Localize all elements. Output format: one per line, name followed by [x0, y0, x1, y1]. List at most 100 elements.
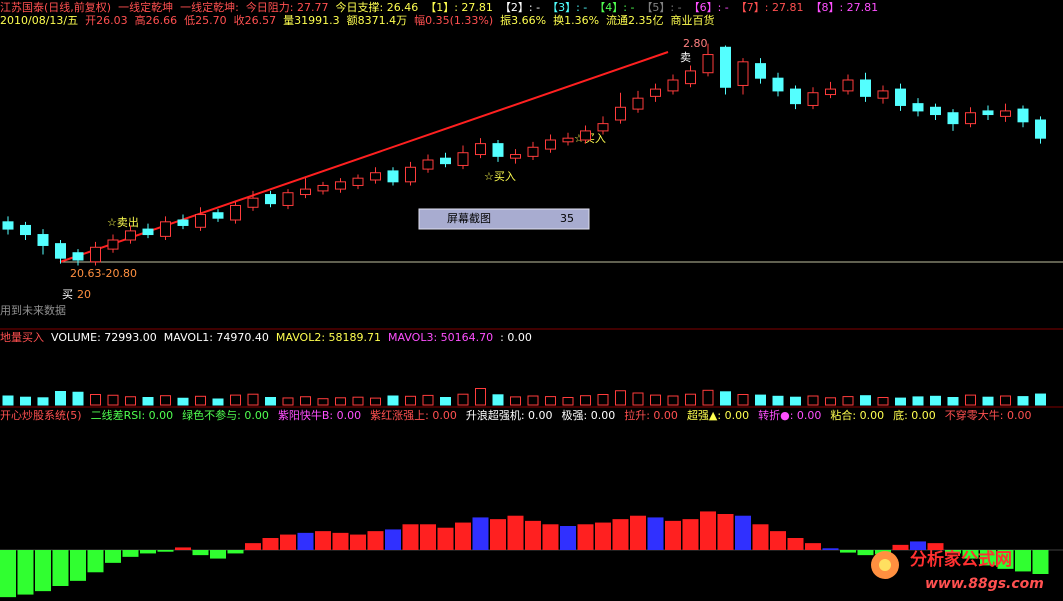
volume-bar [1017, 396, 1029, 406]
indicator-bar [280, 534, 296, 550]
volume-bar [615, 390, 626, 406]
volume-bar [685, 393, 696, 406]
indicator-bar [822, 548, 839, 550]
indicator-bar [402, 524, 419, 550]
candle-body [615, 106, 626, 121]
indicator-bar [630, 515, 646, 550]
candle-body [755, 63, 766, 79]
volume-bar [160, 395, 171, 406]
indicator-bar [262, 538, 279, 550]
volume-bar [860, 395, 871, 406]
formula-name: 一线定乾坤 [118, 1, 174, 14]
ind-item: 超强▲: 0.00 [686, 409, 750, 422]
volume-header: 地量买入 VOLUME: 72993.00 MAVOL1: 74970.40 M… [0, 331, 532, 345]
candle-body [580, 130, 591, 141]
indicator-bar [560, 526, 576, 550]
indicator-bar [245, 543, 261, 550]
volume-bar [265, 397, 276, 406]
indicator-bar [455, 522, 471, 550]
indicator-bar [297, 532, 314, 550]
volume-bar [737, 394, 749, 406]
signal-label: ☆卖出 [107, 215, 139, 229]
volume-bar [562, 397, 574, 406]
candle-body [702, 54, 714, 74]
volume-bar [580, 395, 591, 406]
candle-body [282, 192, 294, 206]
ind-item: 二线差RSI: 0.00 [90, 409, 174, 422]
candle-body [405, 166, 416, 183]
candle-body [72, 252, 84, 261]
volume-bar [107, 394, 119, 406]
indicator-bar [1015, 550, 1031, 572]
volume-bar [772, 395, 784, 406]
ind-item: 紫红涨强上: 0.00 [370, 409, 457, 422]
candle-body [667, 79, 679, 92]
indicator-bar [665, 520, 681, 550]
indicator-bar [612, 519, 629, 550]
volume-bar [142, 397, 154, 406]
candle-body [195, 214, 206, 228]
level: 【2】: - [499, 1, 541, 14]
candle-body [597, 123, 609, 132]
indicator-bar [525, 520, 541, 550]
candle-body [737, 61, 749, 86]
indicator-bar [805, 543, 821, 550]
candle-body [37, 234, 49, 246]
turnover: 换1.36% [553, 14, 600, 27]
vol-value: VOLUME: 72993.00 [51, 331, 157, 344]
candle-body [230, 204, 241, 221]
ind-item: 紫阳快牛B: 0.00 [277, 409, 362, 422]
volume-bar [842, 396, 854, 406]
candle-body [650, 88, 661, 97]
candle-body [825, 88, 836, 96]
volume-bar [545, 396, 556, 406]
level: 【8】: 27.81 [810, 1, 879, 14]
indicator-bar [875, 550, 891, 555]
candle-body [352, 177, 364, 186]
logo [871, 551, 899, 579]
volume-bar [895, 397, 906, 406]
volume-bar [492, 394, 504, 406]
close: 收26.57 [233, 14, 277, 27]
indicator-header: 开心炒股系统(5) 二线差RSI: 0.00 绿色不参与: 0.00 紫阳快牛B… [0, 409, 1032, 423]
resistance: 今日阻力: 27.77 [245, 1, 329, 14]
candle-body [685, 70, 696, 85]
volume-bar [475, 388, 486, 406]
ind-item: 拉升: 0.00 [624, 409, 678, 422]
signal-label: 卖 [680, 51, 691, 64]
indicator-bar [595, 522, 611, 550]
candle-body [965, 112, 976, 125]
volume-bar [650, 394, 661, 406]
indicator-bar [507, 515, 524, 550]
watermark-name: 分析家公式网 [910, 549, 1012, 570]
candle-body [457, 152, 469, 166]
amplitude: 振3.66% [500, 14, 547, 27]
indicator-bar [140, 550, 156, 554]
level: 【1】: 27.81 [425, 1, 493, 14]
ind-item: 绿色不参与: 0.00 [182, 409, 269, 422]
candle-body [982, 110, 994, 116]
trend-line [59, 51, 669, 263]
popup-count: 35 [560, 212, 574, 225]
vol-extra: : 0.00 [500, 331, 532, 344]
volume-bar [597, 394, 609, 406]
candle-body [807, 92, 819, 106]
volume-bar [352, 396, 364, 406]
volume-bar [947, 397, 959, 406]
candle-body [387, 170, 399, 183]
volume-bar [422, 394, 434, 406]
float: 流通2.35亿 [606, 14, 664, 27]
candle-body [1000, 110, 1011, 117]
volume-bar [807, 395, 819, 406]
volume-bar [790, 396, 801, 406]
indicator-bar [0, 550, 16, 598]
candle-body [930, 106, 941, 116]
vol-title: 地量买入 [0, 331, 44, 344]
candle-body [1035, 119, 1046, 139]
indicator-bar [35, 550, 51, 592]
ind-item: 极强: 0.00 [561, 409, 616, 422]
indicator-bar [315, 531, 331, 550]
candle-body [20, 224, 31, 236]
